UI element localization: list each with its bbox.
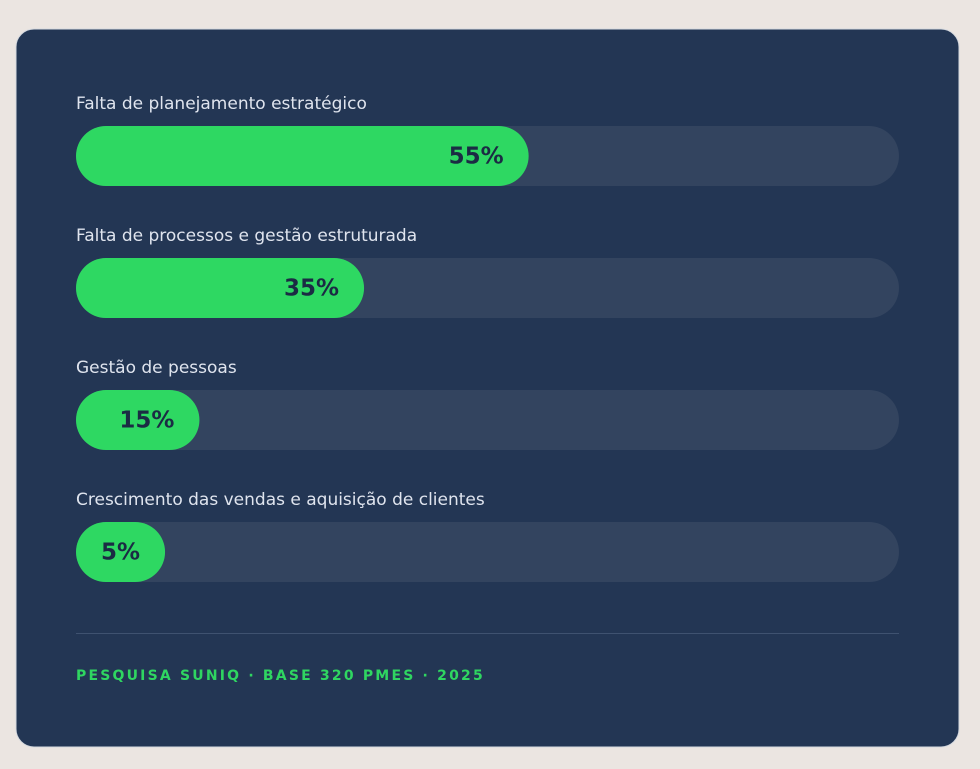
bar <box>76 258 365 318</box>
value-label: 15% <box>119 408 174 434</box>
value-label: 55% <box>449 144 504 170</box>
category-label: Falta de planejamento estratégico <box>76 94 367 114</box>
value-label: 35% <box>284 276 339 302</box>
bar-track <box>76 390 899 450</box>
bar-track <box>76 522 899 582</box>
bar <box>76 390 200 450</box>
bar <box>76 126 529 186</box>
category-label: Gestão de pessoas <box>76 358 237 378</box>
bar <box>76 522 166 582</box>
category-label: Falta de processos e gestão estruturada <box>76 226 417 246</box>
value-label: 5% <box>101 540 140 566</box>
source-note: PESQUISA SUNIQ · BASE 320 PMES · 2025 <box>76 668 485 684</box>
category-label: Crescimento das vendas e aquisição de cl… <box>76 490 485 510</box>
